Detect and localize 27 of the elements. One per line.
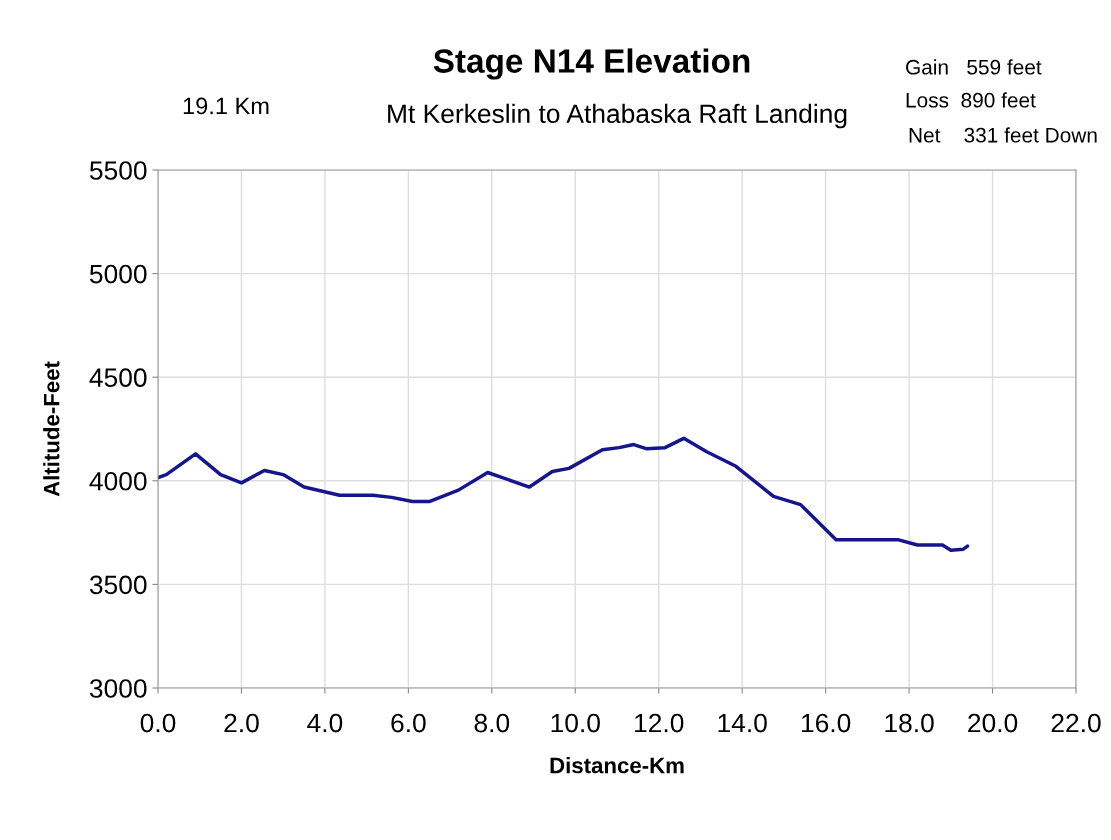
x-tick-label: 18.0	[885, 713, 934, 733]
x-tick-label: 12.0	[635, 713, 684, 733]
x-tick-label: 2.0	[224, 713, 259, 733]
x-tick-label: 8.0	[474, 713, 510, 733]
y-tick-label: 3000	[89, 679, 147, 698]
y-tick-label: 5500	[89, 161, 147, 180]
x-tick-label: 20.0	[968, 713, 1018, 733]
x-axis-title: Distance-Km	[550, 757, 684, 774]
line-series	[158, 436, 970, 552]
x-tick-label: 10.0	[551, 713, 600, 733]
y-tick-label: 4500	[89, 368, 147, 388]
text: Loss 890 feet	[906, 92, 1036, 108]
y-tick-label: 3500	[89, 575, 147, 595]
x-tick-label: 6.0	[391, 713, 426, 733]
x-tick-label: 16.0	[801, 713, 851, 733]
x-tick-label: 14.0	[718, 713, 767, 733]
x-tick-label: 0.0	[140, 713, 176, 733]
chart-title: Stage N14 Elevation	[433, 48, 750, 80]
text: Net 331 feet Down	[909, 127, 1097, 143]
y-axis-title: Altitude-Feet	[43, 361, 60, 497]
x-tick-label: 22.0	[1051, 713, 1101, 733]
y-tick-label: 5000	[89, 264, 147, 284]
text: 19.1 Km	[183, 97, 269, 115]
y-tick-label: 4000	[89, 471, 147, 491]
chart-subtitle: Mt Kerkeslin to Athabaska Raft Landing	[388, 103, 847, 129]
x-tick-label: 4.0	[307, 713, 343, 733]
text: Gain 559 feet	[906, 59, 1042, 75]
